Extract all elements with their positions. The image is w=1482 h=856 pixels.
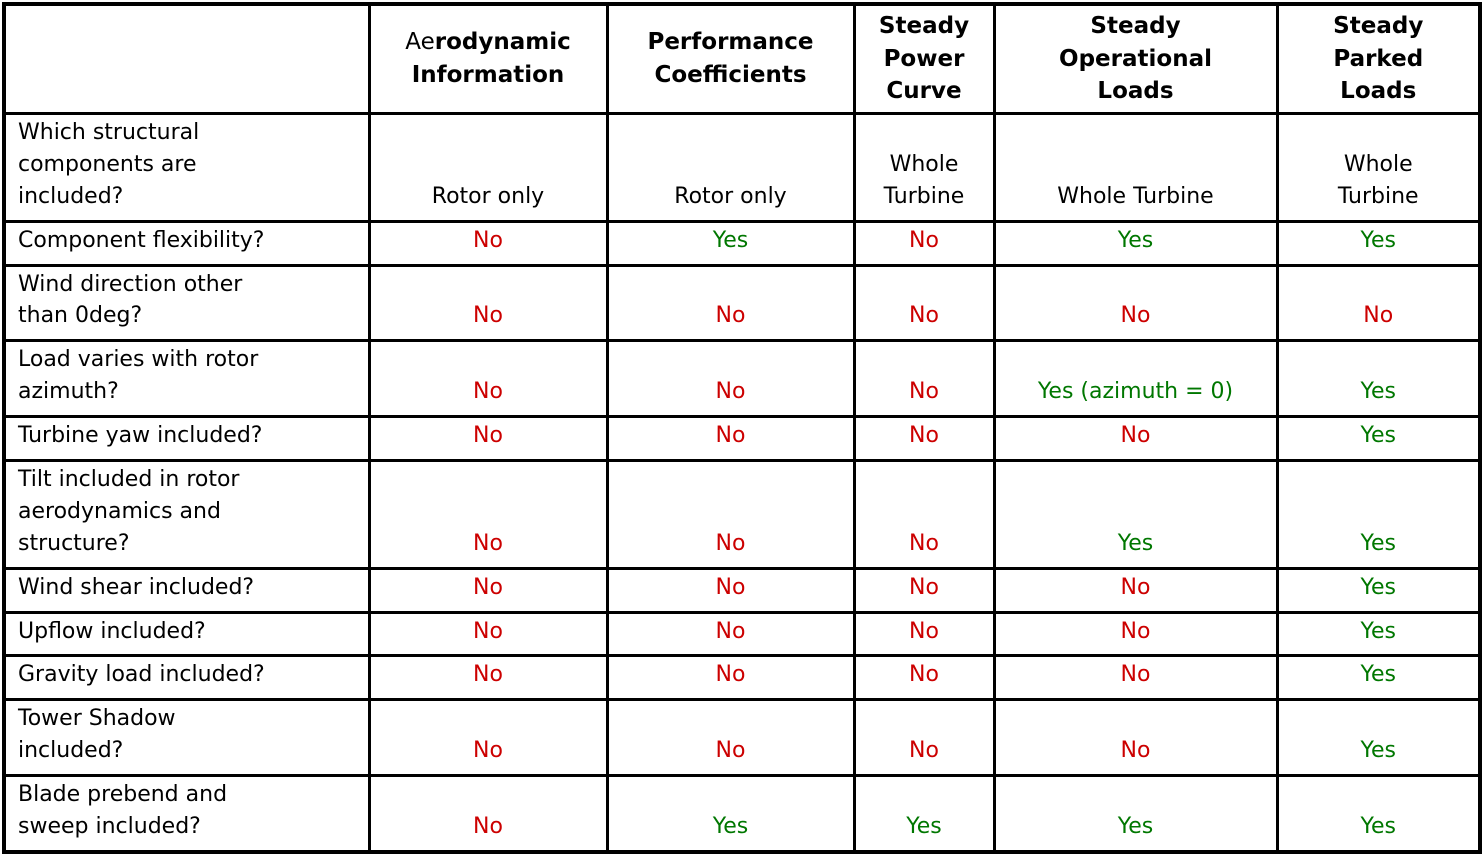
row-label: Turbine yaw included? <box>2 415 371 463</box>
value-cell: No <box>992 698 1279 778</box>
value-cell: No <box>992 610 1279 658</box>
value-cell: No <box>852 566 996 614</box>
value-cell: No <box>852 610 996 658</box>
col-header-steady-power-curve: Steady Power Curve <box>852 2 996 115</box>
value-cell: No <box>992 263 1279 343</box>
value-cell: No <box>605 459 856 570</box>
value-cell: Yes <box>992 459 1279 570</box>
table-row: Load varies with rotor azimuth? No No No Yes… <box>2 339 1482 419</box>
table-row: Wind direction other than 0deg? No No No No N… <box>2 263 1482 343</box>
value-cell: No <box>852 459 996 570</box>
table-row: Tower Shadow included? No No No No Yes <box>2 698 1482 778</box>
row-label: Blade prebend and sweep included? <box>2 774 371 854</box>
row-label: Which structural components are included… <box>2 112 371 223</box>
col-header-steady-operational-loads: Steady Operational Loads <box>992 2 1279 115</box>
value-cell: Yes <box>1275 566 1482 614</box>
col-header-steady-parked-loads: Steady Parked Loads <box>1275 2 1482 115</box>
table-row: Turbine yaw included? No No No No Yes <box>2 415 1482 463</box>
table-row: Component flexibility? No Yes No Yes Yes <box>2 219 1482 267</box>
table-row: Wind shear included? No No No No Yes <box>2 566 1482 614</box>
header-row: Aerodynamic Information Performance Coef… <box>2 2 1482 115</box>
value-cell: No <box>367 219 609 267</box>
value-cell: No <box>992 415 1279 463</box>
value-cell: No <box>367 654 609 702</box>
value-cell: Yes <box>605 219 856 267</box>
value-cell: Yes <box>992 774 1279 854</box>
value-cell: No <box>367 566 609 614</box>
table-row: Tilt included in rotor aerodynamics and … <box>2 459 1482 570</box>
row-label: Component flexibility? <box>2 219 371 267</box>
table-row: Gravity load included? No No No No Yes <box>2 654 1482 702</box>
row-label: Wind direction other than 0deg? <box>2 263 371 343</box>
value-cell: No <box>605 654 856 702</box>
value-cell: No <box>992 654 1279 702</box>
table-row: Blade prebend and sweep included? No Yes Ye… <box>2 774 1482 854</box>
value-cell: Yes <box>1275 698 1482 778</box>
value-cell: No <box>852 415 996 463</box>
header-label-bold-part: Performance Coefficients <box>647 29 814 88</box>
value-cell: No <box>367 339 609 419</box>
value-cell: No <box>367 774 609 854</box>
table-row: Upflow included? No No No No Yes <box>2 610 1482 658</box>
row-label: Upflow included? <box>2 610 371 658</box>
value-cell: No <box>852 339 996 419</box>
value-cell: No <box>852 263 996 343</box>
col-header-performance-coefficients: Performance Coefficients <box>605 2 856 115</box>
corner-cell <box>2 2 371 115</box>
header-label-bold-part: Steady Parked Loads <box>1333 13 1424 105</box>
header-label-bold-part: Steady Power Curve <box>878 13 970 105</box>
value-cell: No <box>852 698 996 778</box>
value-cell: Yes <box>605 774 856 854</box>
value-cell: No <box>1275 263 1482 343</box>
value-cell: No <box>367 698 609 778</box>
value-cell: Rotor only <box>605 112 856 223</box>
value-cell: No <box>605 339 856 419</box>
value-cell: No <box>852 219 996 267</box>
value-cell: Yes (azimuth = 0) <box>992 339 1279 419</box>
value-cell: No <box>605 566 856 614</box>
value-cell: No <box>367 263 609 343</box>
value-cell: No <box>605 415 856 463</box>
value-cell: Yes <box>1275 415 1482 463</box>
table-body: Which structural components are included… <box>2 112 1482 854</box>
row-label: Tower Shadow included? <box>2 698 371 778</box>
value-cell: Yes <box>1275 459 1482 570</box>
row-label: Tilt included in rotor aerodynamics and … <box>2 459 371 570</box>
table-row: Which structural components are included… <box>2 112 1482 223</box>
value-cell: Whole Turbine <box>852 112 996 223</box>
value-cell: No <box>367 610 609 658</box>
row-label: Gravity load included? <box>2 654 371 702</box>
value-cell: No <box>992 566 1279 614</box>
header-label-bold-part: Steady Operational Loads <box>1059 13 1212 105</box>
value-cell: No <box>605 698 856 778</box>
row-label: Wind shear included? <box>2 566 371 614</box>
value-cell: Yes <box>852 774 996 854</box>
header-label-regular-part: Ae <box>405 29 435 56</box>
value-cell: No <box>605 610 856 658</box>
value-cell: No <box>367 415 609 463</box>
col-header-aerodynamic-information: Aerodynamic Information <box>367 2 609 115</box>
value-cell: Yes <box>1275 610 1482 658</box>
value-cell: Whole Turbine <box>992 112 1279 223</box>
value-cell: Yes <box>1275 339 1482 419</box>
value-cell: Yes <box>1275 654 1482 702</box>
header-label-bold-part: rodynamic Information <box>411 29 571 88</box>
value-cell: Whole Turbine <box>1275 112 1482 223</box>
value-cell: No <box>852 654 996 702</box>
value-cell: Yes <box>1275 774 1482 854</box>
value-cell: Yes <box>992 219 1279 267</box>
value-cell: No <box>605 263 856 343</box>
value-cell: No <box>367 459 609 570</box>
value-cell: Rotor only <box>367 112 609 223</box>
value-cell: Yes <box>1275 219 1482 267</box>
row-label: Load varies with rotor azimuth? <box>2 339 371 419</box>
